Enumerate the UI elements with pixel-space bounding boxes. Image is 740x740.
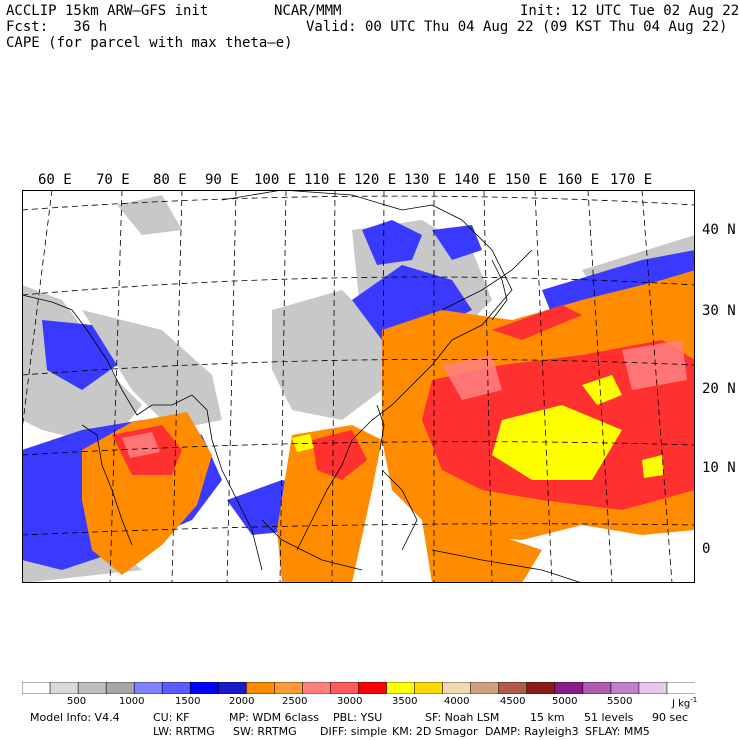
colorbar-swatch [77,682,107,694]
colorbar-swatch [526,682,556,694]
footer-model-info: Model Info: V4.4 [30,711,120,724]
colorbar-swatch [302,682,332,694]
colorbar-swatch [442,682,472,694]
cape-map [22,190,695,583]
colorbar-swatch [498,682,528,694]
colorbar-swatch [330,682,360,694]
center-label: NCAR/MMM [274,3,342,19]
colorbar-swatch [638,682,668,694]
colorbar-swatch [189,682,220,694]
colorbar-swatch [105,682,135,694]
forecast-hour: Fcst: 36 h [6,19,108,35]
lon-label: 120 E [354,172,397,188]
footer-cu: CU: KF [153,711,190,724]
colorbar-unit: J kg-1 [672,696,698,710]
lon-label: 150 E [505,172,548,188]
colorbar-swatch [274,682,304,694]
colorbar-swatch [666,682,695,694]
colorbar-swatch [49,682,79,694]
footer-mp: MP: WDM 6class [229,711,319,724]
footer-levels: 51 levels [584,711,634,724]
footer-damp: DAMP: Rayleigh3 [485,725,579,738]
lon-label: 140 E [454,172,497,188]
lon-label: 170 E [610,172,653,188]
colorbar-label: 1000 [119,696,145,707]
lon-label: 110 E [304,172,347,188]
colorbar-swatch [386,682,416,694]
cape-salmon-shading [122,340,687,458]
colorbar-swatch [217,682,248,694]
footer-pbl: PBL: YSU [333,711,383,724]
colorbar-label: 5500 [607,696,633,707]
lon-label: 90 E [205,172,239,188]
colorbar-label: 2500 [282,696,308,707]
lon-label: 130 E [404,172,447,188]
lon-label: 70 E [96,172,130,188]
colorbar-swatch [582,682,612,694]
colorbar-label: 500 [67,696,87,707]
model-title: ACCLIP 15km ARW–GFS init [6,3,209,19]
colorbar-label: 1500 [175,696,201,707]
lon-label: 160 E [557,172,600,188]
lat-label: 0 [702,541,711,557]
colorbar-label: 3000 [337,696,363,707]
colorbar-label: 2000 [229,696,255,707]
footer-km: KM: 2D Smagor [392,725,478,738]
footer-timestep: 90 sec [652,711,689,724]
footer-sw: SW: RRTMG [233,725,297,738]
footer-diff: DIFF: simple [320,725,388,738]
lat-label: 10 N [702,460,736,476]
footer-resolution: 15 km [530,711,565,724]
colorbar-swatch [133,682,164,694]
colorbar-swatch [161,682,192,694]
map-frame [22,190,695,583]
colorbar-swatch [22,682,51,694]
colorbar-label: 4500 [500,696,526,707]
lon-label: 100 E [254,172,297,188]
colorbar-label: 4000 [444,696,470,707]
init-time: Init: 12 UTC Tue 02 Aug 22 [520,3,740,19]
colorbar-swatch [358,682,388,694]
graticule [22,190,695,583]
lon-label: 60 E [38,172,72,188]
colorbar [22,682,695,694]
lat-label: 30 N [702,303,736,319]
colorbar-swatch [470,682,500,694]
colorbar-swatch [414,682,444,694]
footer-lw: LW: RRTMG [153,725,215,738]
colorbar-swatch [610,682,640,694]
footer-sflay: SFLAY: MM5 [585,725,650,738]
footer-sf: SF: Noah LSM [425,711,500,724]
field-title: CAPE (for parcel with max theta–e) [6,35,293,51]
colorbar-label: 5000 [552,696,578,707]
lon-label: 80 E [153,172,187,188]
lat-label: 40 N [702,222,736,238]
colorbar-label: 3500 [392,696,418,707]
valid-time: Valid: 00 UTC Thu 04 Aug 22 (09 KST Thu … [306,19,728,35]
colorbar-swatch [554,682,584,694]
lat-label: 20 N [702,381,736,397]
colorbar-swatch [246,682,276,694]
